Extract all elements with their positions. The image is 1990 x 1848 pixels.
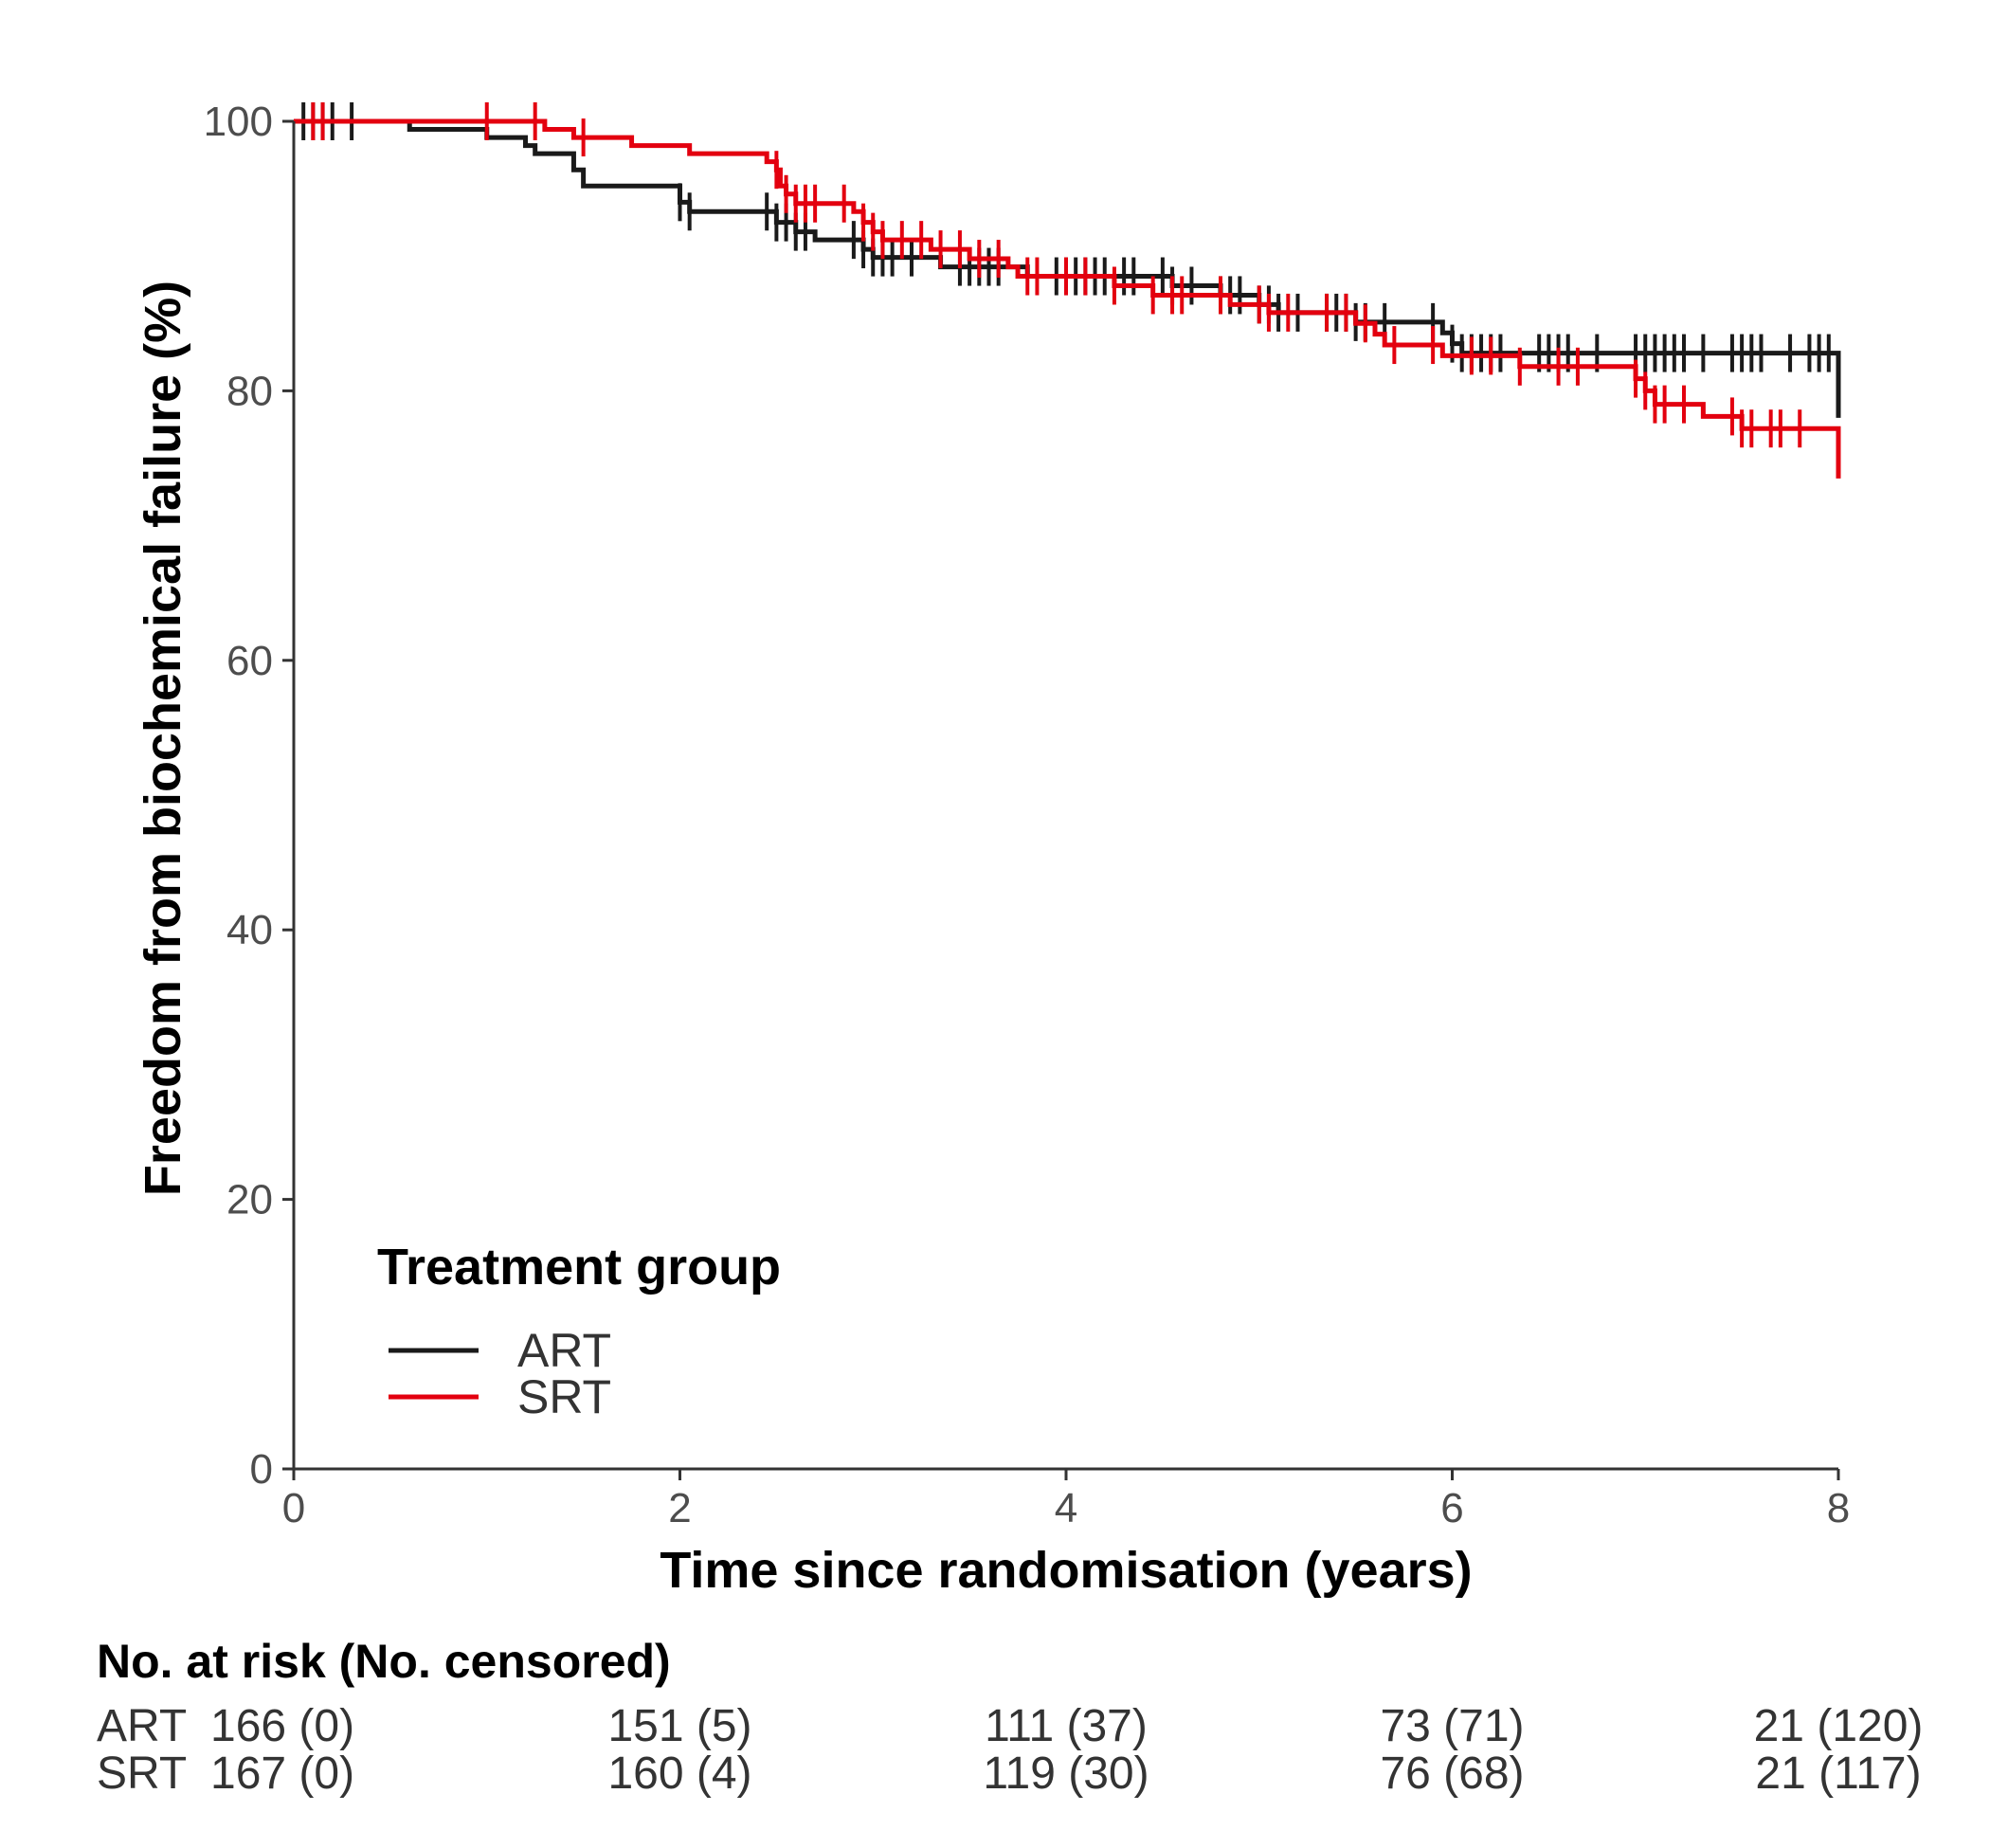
y-tick-label: 100 <box>204 99 273 145</box>
y-tick-label: 80 <box>226 368 273 414</box>
y-ticks: 0 20 40 60 80 100 <box>204 99 294 1493</box>
risk-table: No. at risk (No. censored) ART 166 (0) 151… <box>97 1635 1923 1799</box>
y-axis-title: Freedom from biochemical failure (%) <box>135 281 191 1196</box>
y-tick-label: 0 <box>250 1446 273 1493</box>
risk-row-art: ART 166 (0) 151 (5) 111 (37) 73 (71) 21 (120) <box>97 1701 1923 1751</box>
x-tick-label: 4 <box>1055 1485 1077 1531</box>
risk-cell: 160 (4) <box>607 1748 751 1799</box>
y-tick-label: 40 <box>226 907 273 953</box>
x-ticks: 0 2 4 6 8 <box>282 1469 1850 1531</box>
y-tick-label: 20 <box>226 1177 273 1223</box>
risk-row-srt: SRT 167 (0) 160 (4) 119 (30) 76 (68) 21 (117) <box>97 1748 1922 1799</box>
risk-cell: 76 (68) <box>1380 1748 1524 1799</box>
legend-label-art: ART <box>517 1324 611 1377</box>
axes: 0 20 40 60 80 100 0 2 4 6 8 <box>204 99 1851 1531</box>
risk-cell: 151 (5) <box>607 1701 751 1751</box>
risk-cell: 111 (37) <box>985 1701 1148 1751</box>
risk-cell: 167 (0) <box>210 1748 354 1799</box>
risk-cell: 166 (0) <box>210 1701 354 1751</box>
risk-cell: 21 (120) <box>1754 1701 1924 1751</box>
y-tick-label: 60 <box>226 638 273 684</box>
risk-row-group-label: SRT <box>97 1748 187 1799</box>
x-tick-label: 8 <box>1827 1485 1850 1531</box>
risk-row-group-label: ART <box>97 1701 187 1751</box>
legend-title: Treatment group <box>377 1239 781 1295</box>
x-tick-label: 6 <box>1440 1485 1463 1531</box>
risk-cell: 73 (71) <box>1380 1701 1524 1751</box>
series-layer <box>294 102 1841 479</box>
x-tick-label: 0 <box>282 1485 305 1531</box>
legend: Treatment group ART SRT <box>377 1239 781 1423</box>
risk-cell: 21 (117) <box>1755 1748 1921 1799</box>
series-line-srt <box>294 118 1841 479</box>
risk-table-title: No. at risk (No. censored) <box>97 1635 671 1688</box>
x-axis-title: Time since randomisation (years) <box>660 1542 1472 1599</box>
risk-cell: 119 (30) <box>983 1748 1149 1799</box>
legend-label-srt: SRT <box>517 1370 611 1423</box>
x-tick-label: 2 <box>668 1485 691 1531</box>
risk-table-rows: ART 166 (0) 151 (5) 111 (37) 73 (71) 21 (120)… <box>97 1701 1923 1799</box>
